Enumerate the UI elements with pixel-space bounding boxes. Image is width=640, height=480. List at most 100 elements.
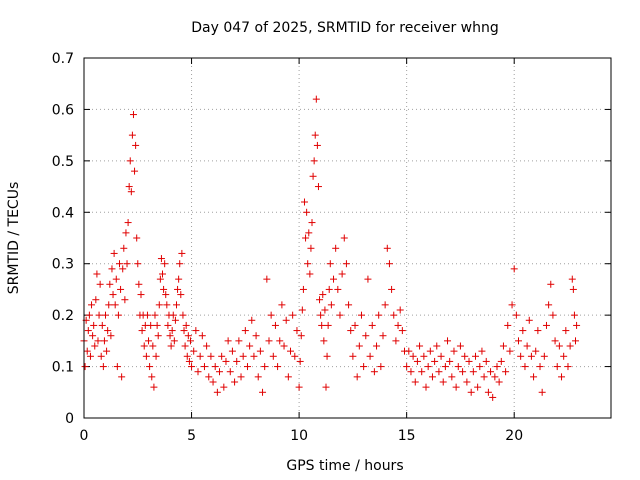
data-point	[362, 332, 370, 340]
data-point	[332, 244, 340, 252]
y-tick-label: 0.7	[52, 51, 74, 67]
data-point	[172, 301, 180, 309]
data-point	[239, 352, 247, 360]
data-point	[291, 352, 299, 360]
x-tick-label: 20	[505, 428, 523, 444]
data-point	[135, 280, 143, 288]
data-point	[540, 352, 548, 360]
data-point	[90, 321, 98, 329]
data-point	[484, 388, 492, 396]
data-point	[489, 393, 497, 401]
data-point	[176, 260, 184, 268]
data-point	[512, 311, 520, 319]
data-point	[169, 311, 177, 319]
data-point	[98, 321, 106, 329]
data-point	[190, 347, 198, 355]
data-point	[151, 311, 159, 319]
data-point	[553, 363, 561, 371]
y-tick-label: 0.4	[52, 205, 74, 221]
data-point	[278, 301, 286, 309]
data-point	[530, 373, 538, 381]
data-point	[166, 332, 174, 340]
data-point	[111, 301, 119, 309]
data-point	[306, 270, 314, 278]
data-point	[133, 234, 141, 242]
data-point	[547, 280, 555, 288]
data-point	[222, 357, 230, 365]
data-point	[88, 301, 96, 309]
data-point	[142, 352, 150, 360]
y-tick-label: 0.6	[52, 102, 74, 118]
data-point	[186, 337, 194, 345]
data-point	[355, 342, 363, 350]
data-point	[93, 270, 101, 278]
data-point	[527, 352, 535, 360]
data-point	[300, 198, 308, 206]
data-point	[254, 373, 262, 381]
data-point	[573, 321, 581, 329]
data-point	[480, 373, 488, 381]
data-point	[269, 352, 277, 360]
data-point	[248, 316, 256, 324]
data-point	[183, 352, 191, 360]
data-point	[194, 368, 202, 376]
data-point	[163, 301, 171, 309]
data-point	[558, 373, 566, 381]
data-point	[342, 260, 350, 268]
x-tick-label: 5	[187, 428, 196, 444]
data-point	[113, 363, 121, 371]
data-point	[188, 363, 196, 371]
data-point	[368, 321, 376, 329]
data-point	[431, 357, 439, 365]
x-tick-label: 0	[80, 428, 89, 444]
data-point	[525, 316, 533, 324]
data-point	[120, 244, 128, 252]
data-point	[185, 357, 193, 365]
data-point	[205, 373, 213, 381]
data-point	[570, 311, 578, 319]
data-point	[124, 219, 132, 227]
data-point	[127, 188, 135, 196]
data-point	[303, 208, 311, 216]
data-point	[357, 311, 365, 319]
data-point	[493, 363, 501, 371]
data-point	[154, 332, 162, 340]
data-point	[448, 373, 456, 381]
data-point	[128, 131, 136, 139]
data-point	[392, 337, 400, 345]
data-point	[426, 347, 434, 355]
data-point	[416, 342, 424, 350]
data-point	[450, 347, 458, 355]
data-point	[299, 285, 307, 293]
data-point	[103, 347, 111, 355]
data-point	[418, 368, 426, 376]
data-point	[112, 275, 120, 283]
data-point	[403, 363, 411, 371]
data-point	[94, 337, 102, 345]
grid	[84, 58, 611, 418]
data-point	[572, 337, 580, 345]
data-point	[446, 357, 454, 365]
data-point	[211, 363, 219, 371]
data-point	[461, 352, 469, 360]
data-point	[390, 311, 398, 319]
data-point	[370, 368, 378, 376]
data-point	[233, 357, 241, 365]
data-point	[542, 321, 550, 329]
data-point	[536, 363, 544, 371]
data-point	[307, 244, 315, 252]
y-tick-label: 0	[65, 411, 74, 427]
data-point	[510, 265, 518, 273]
data-point	[156, 275, 164, 283]
data-point	[322, 383, 330, 391]
data-point	[515, 337, 523, 345]
data-point	[321, 306, 329, 314]
data-point	[182, 321, 190, 329]
data-point	[150, 383, 158, 391]
data-point	[310, 157, 318, 165]
data-point	[104, 327, 112, 335]
data-point	[314, 183, 322, 191]
data-point	[504, 321, 512, 329]
data-point	[465, 357, 473, 365]
y-tick-label: 0.5	[52, 154, 74, 170]
